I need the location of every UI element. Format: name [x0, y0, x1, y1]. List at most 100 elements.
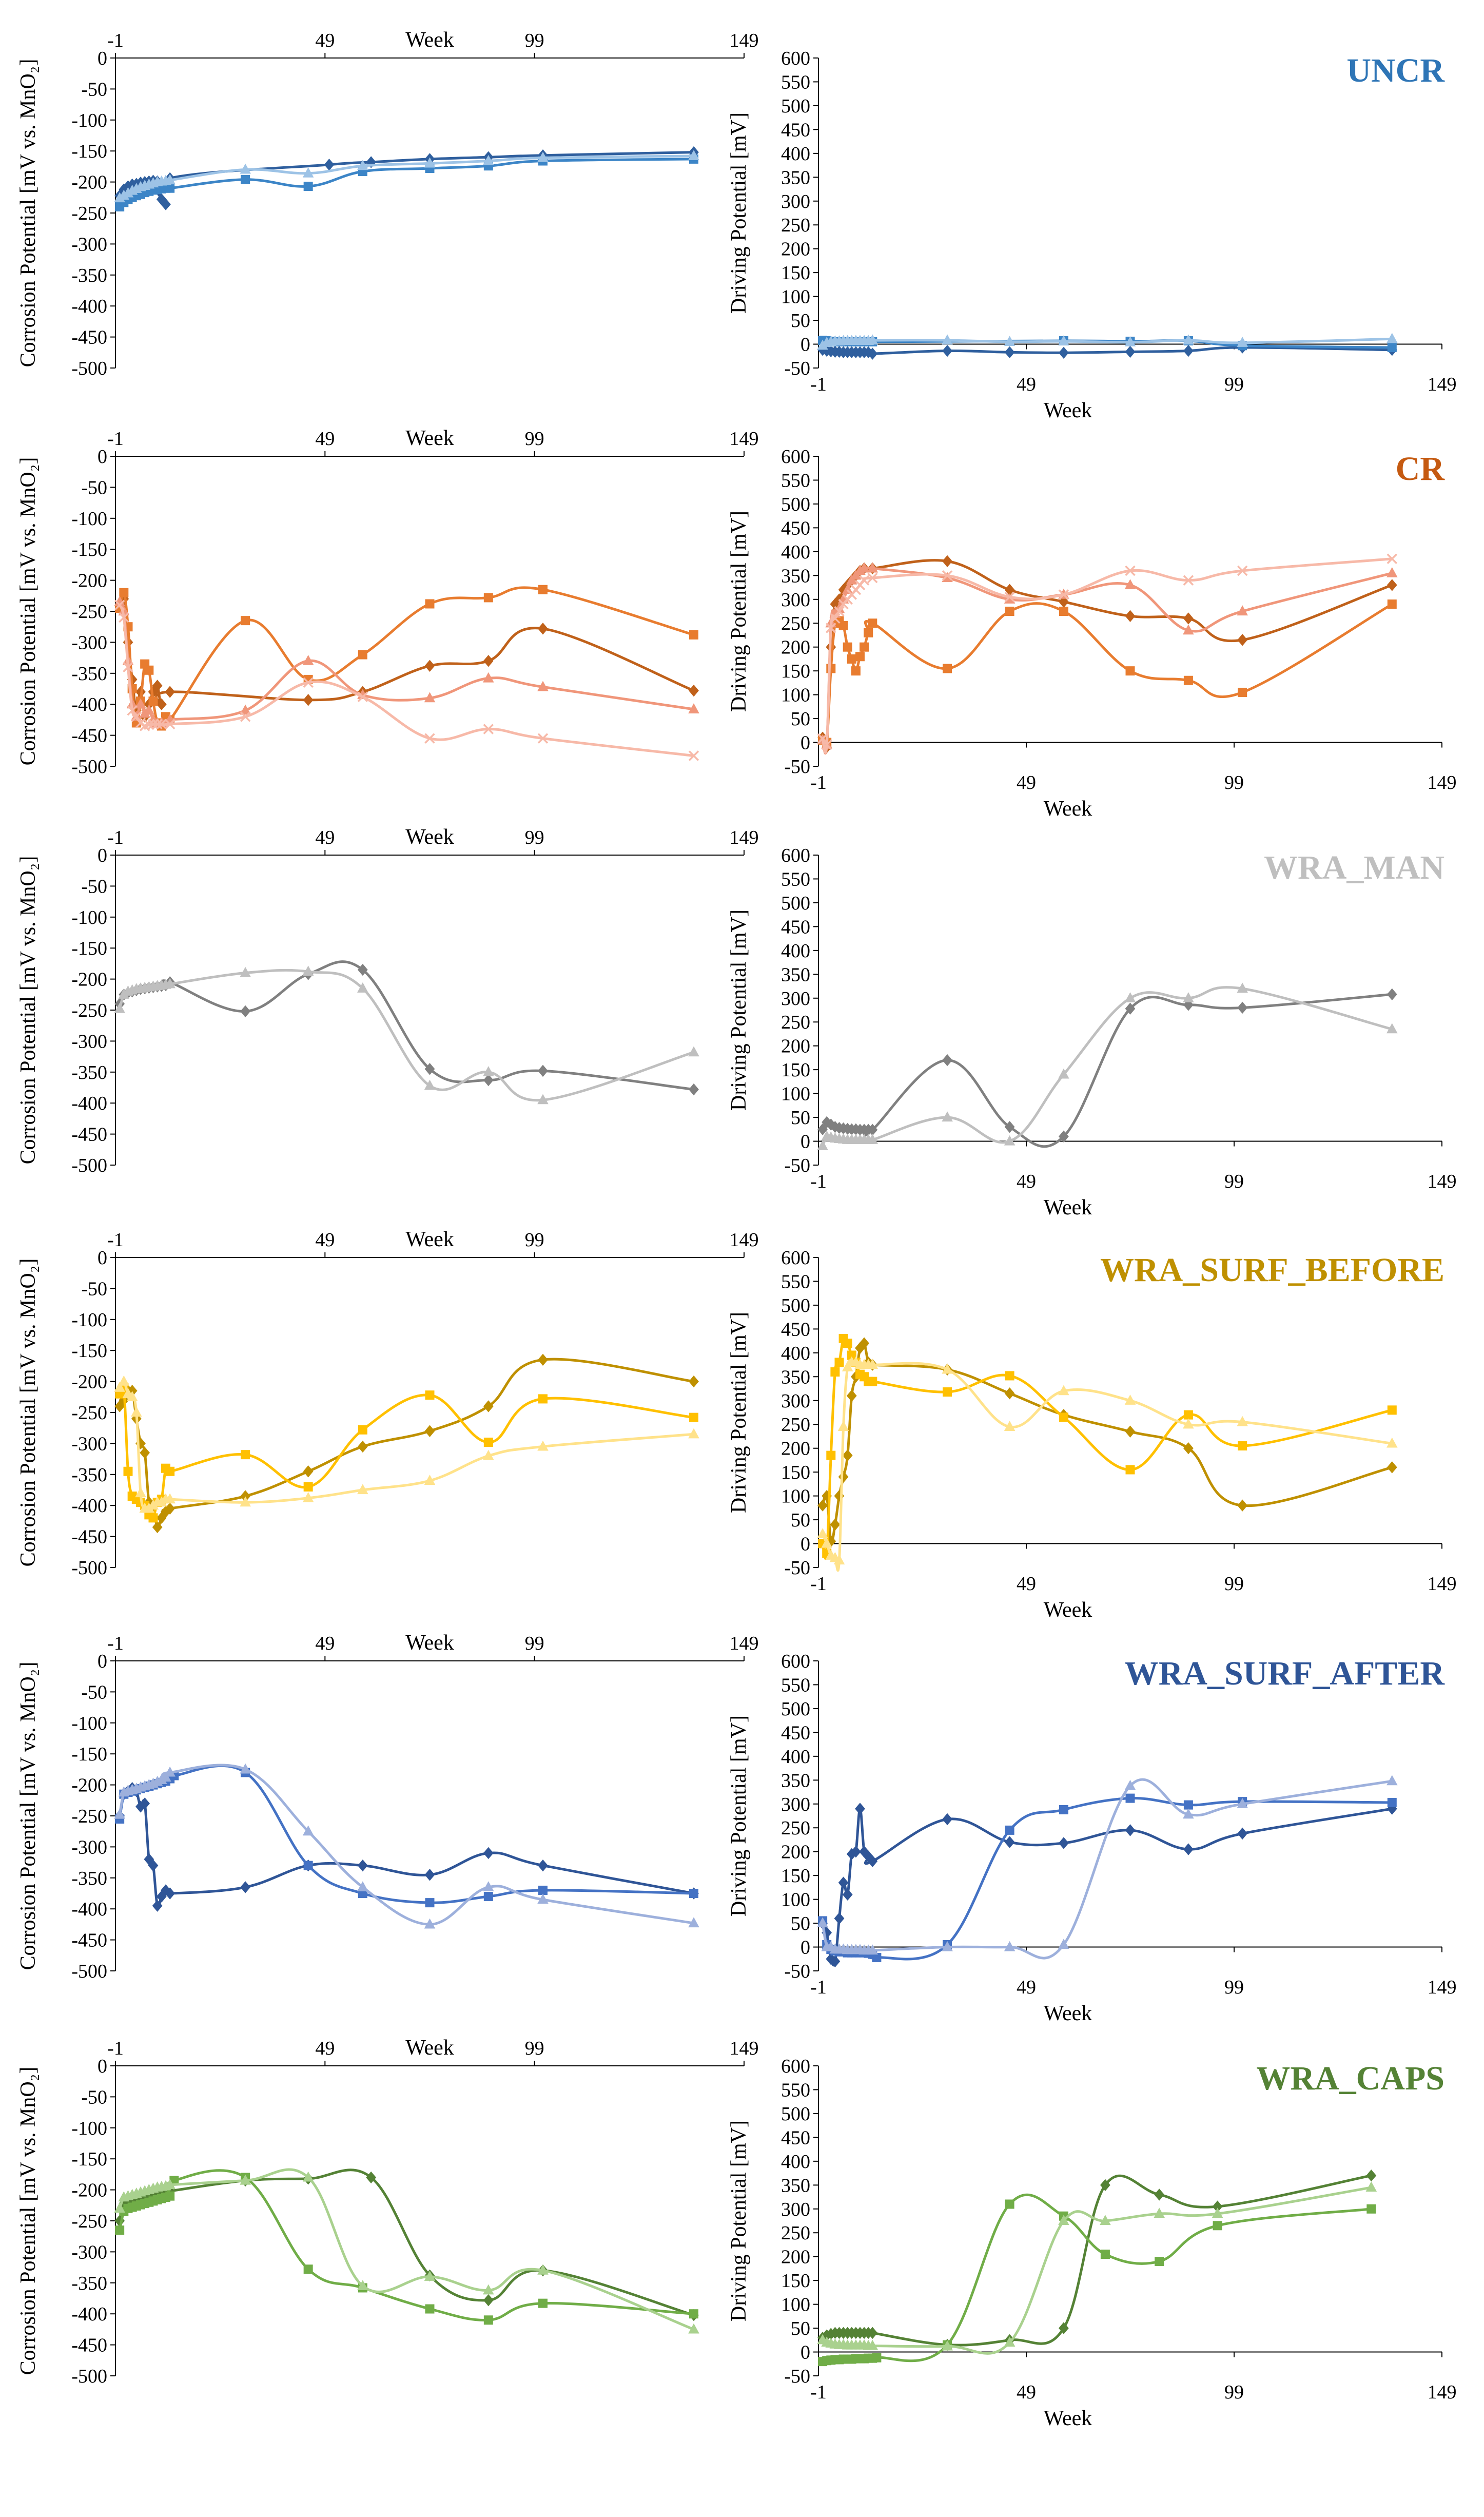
data-point — [817, 1917, 828, 1928]
y-tick-label: 250 — [781, 613, 810, 634]
y-tick-label: 400 — [781, 143, 810, 165]
driving-chart-4: 600550500450400350300250200150100500-50-… — [727, 1651, 1457, 2025]
data-point — [689, 1889, 698, 1898]
y-tick-label: 200 — [781, 1036, 810, 1057]
data-point — [240, 1763, 251, 1774]
y-tick-label: -200 — [71, 570, 107, 592]
data-point — [817, 1528, 828, 1539]
data-point — [366, 2171, 377, 2184]
data-point — [858, 562, 870, 573]
data-point — [1387, 553, 1398, 565]
data-point — [538, 1394, 548, 1404]
x-tick-label: 99 — [1224, 1977, 1244, 1998]
data-point — [1366, 2204, 1376, 2214]
data-point — [303, 2264, 313, 2274]
data-point — [1125, 610, 1136, 622]
data-point — [864, 628, 873, 637]
series-line-2 — [118, 586, 694, 728]
data-point — [1124, 1395, 1136, 1405]
data-point — [303, 677, 314, 688]
data-point — [143, 704, 155, 715]
y-tick-label: 0 — [800, 732, 810, 754]
y-tick-label: 450 — [781, 1319, 810, 1340]
data-point — [240, 711, 251, 722]
data-point — [135, 698, 146, 709]
y-tick-label: -200 — [71, 1371, 107, 1393]
y-tick-label: -50 — [784, 358, 810, 379]
data-point — [843, 1339, 852, 1348]
y-tick-label: -200 — [71, 172, 107, 193]
data-point — [867, 2327, 878, 2339]
data-point — [1237, 565, 1248, 576]
series-line-2 — [118, 2169, 694, 2321]
data-point — [483, 654, 494, 667]
y-tick-label: 0 — [97, 2056, 107, 2077]
y-tick-label: 550 — [781, 71, 810, 93]
data-point — [942, 334, 953, 345]
data-point — [1004, 1836, 1015, 1848]
data-point — [118, 1375, 130, 1386]
data-point — [483, 1449, 494, 1460]
y-tick-label: 250 — [781, 215, 810, 236]
data-point — [114, 1002, 125, 1013]
data-point — [689, 2309, 698, 2319]
data-point — [1237, 605, 1248, 616]
data-point — [830, 1518, 841, 1531]
data-point — [1183, 1808, 1194, 1819]
y-tick-label: -250 — [71, 1806, 107, 1827]
data-point — [324, 159, 335, 171]
y-tick-label: -50 — [784, 756, 810, 778]
y-tick-label: -50 — [81, 2086, 107, 2108]
data-point — [1059, 2322, 1069, 2334]
y-tick-label: -250 — [71, 1000, 107, 1021]
y-tick-label: 200 — [781, 637, 810, 659]
y-tick-label: 550 — [781, 868, 810, 890]
data-point — [1366, 2170, 1377, 2182]
data-point — [943, 1387, 952, 1397]
data-point — [1004, 584, 1015, 596]
driving-chart-5: 600550500450400350300250200150100500-50-… — [727, 2056, 1457, 2430]
y-tick-label: 150 — [781, 661, 810, 682]
data-point — [165, 1466, 175, 1476]
data-point — [867, 2339, 878, 2350]
data-point — [538, 1859, 548, 1872]
data-point — [241, 616, 250, 626]
data-point — [240, 704, 251, 715]
y-tick-label: -100 — [71, 110, 107, 131]
data-point — [358, 650, 367, 660]
y-tick-label: -350 — [71, 1868, 107, 1889]
y-tick-label: 500 — [781, 893, 810, 914]
data-point — [164, 1493, 175, 1504]
y-tick-label: -350 — [71, 1062, 107, 1083]
y-tick-label: 100 — [781, 1486, 810, 1507]
data-point — [830, 1367, 840, 1377]
data-point — [838, 584, 849, 596]
data-point — [240, 2174, 251, 2185]
data-point — [357, 1859, 368, 1872]
data-point — [1125, 345, 1136, 358]
x-tick-label: 49 — [315, 1229, 335, 1251]
data-point — [689, 684, 699, 697]
data-point — [1183, 612, 1194, 625]
panel-title-uncr: UNCR — [1346, 52, 1445, 89]
y-tick-label: 550 — [781, 470, 810, 491]
y-tick-label: 100 — [781, 1083, 810, 1105]
y-axis-title: Driving Potential [mV] — [727, 1715, 751, 1916]
y-tick-label: 500 — [781, 1295, 810, 1316]
data-point — [164, 719, 175, 730]
series-line-2 — [118, 1381, 694, 1520]
x-tick-label: 99 — [1224, 772, 1244, 793]
y-tick-label: 500 — [781, 95, 810, 117]
y-tick-label: 450 — [781, 916, 810, 938]
data-point — [689, 630, 698, 640]
y-tick-label: -100 — [71, 508, 107, 530]
x-tick-label: 49 — [1017, 2382, 1036, 2403]
y-tick-label: 150 — [781, 1462, 810, 1483]
data-point — [817, 1123, 828, 1136]
y-tick-label: -50 — [81, 477, 107, 498]
data-point — [165, 1502, 175, 1515]
data-point — [1059, 595, 1069, 608]
data-point — [1125, 1002, 1136, 1015]
y-tick-label: 0 — [800, 1937, 810, 1959]
